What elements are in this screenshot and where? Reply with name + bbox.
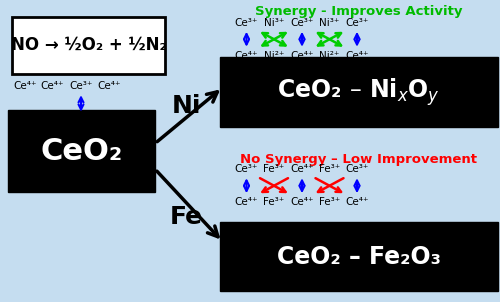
Text: Ce⁴⁺: Ce⁴⁺ xyxy=(69,116,93,126)
Text: No Synergy – Low Improvement: No Synergy – Low Improvement xyxy=(240,153,478,165)
Text: Fe³⁺: Fe³⁺ xyxy=(319,164,340,174)
Text: Ni²⁺: Ni²⁺ xyxy=(320,51,340,61)
FancyBboxPatch shape xyxy=(220,57,497,127)
Text: Ce⁴⁺: Ce⁴⁺ xyxy=(41,116,64,126)
FancyBboxPatch shape xyxy=(220,222,497,291)
Text: Ni: Ni xyxy=(172,94,201,118)
Text: Ni²⁺: Ni²⁺ xyxy=(264,51,284,61)
Text: CeO₂ – Ni$_x$O$_y$: CeO₂ – Ni$_x$O$_y$ xyxy=(278,76,440,108)
Text: Ce³⁺: Ce³⁺ xyxy=(235,18,258,28)
Text: Fe: Fe xyxy=(170,205,203,230)
Text: Ni³⁺: Ni³⁺ xyxy=(320,18,340,28)
Text: Ce³⁺: Ce³⁺ xyxy=(235,164,258,174)
Text: Ce⁴⁺: Ce⁴⁺ xyxy=(290,164,314,174)
Text: Ce⁴⁺: Ce⁴⁺ xyxy=(290,197,314,207)
Text: CeO₂: CeO₂ xyxy=(40,137,122,165)
Text: CeO₂ – Fe₂O₃: CeO₂ – Fe₂O₃ xyxy=(277,245,440,269)
Text: Ce³⁺: Ce³⁺ xyxy=(346,18,368,28)
Text: Ce⁴⁺: Ce⁴⁺ xyxy=(345,197,369,207)
Text: Ce⁴⁺: Ce⁴⁺ xyxy=(235,51,258,61)
Text: Ce⁴⁺: Ce⁴⁺ xyxy=(41,81,64,91)
Text: NO → ½O₂ + ½N₂: NO → ½O₂ + ½N₂ xyxy=(11,36,166,54)
Text: Ce³⁺: Ce³⁺ xyxy=(346,164,368,174)
Text: Fe³⁺: Fe³⁺ xyxy=(264,164,284,174)
Text: Fe³⁺: Fe³⁺ xyxy=(264,197,284,207)
Text: Ce⁴⁺: Ce⁴⁺ xyxy=(13,81,37,91)
Text: Ni³⁺: Ni³⁺ xyxy=(264,18,284,28)
Text: Ce⁴⁺: Ce⁴⁺ xyxy=(345,51,369,61)
FancyBboxPatch shape xyxy=(12,17,165,74)
Text: Fe³⁺: Fe³⁺ xyxy=(319,197,340,207)
Text: Ce⁴⁺: Ce⁴⁺ xyxy=(13,116,37,126)
Text: Ce⁴⁺: Ce⁴⁺ xyxy=(290,51,314,61)
Text: Ce⁴⁺: Ce⁴⁺ xyxy=(235,197,258,207)
Text: Ce³⁺: Ce³⁺ xyxy=(290,18,314,28)
FancyBboxPatch shape xyxy=(8,110,155,192)
Text: Synergy - Improves Activity: Synergy - Improves Activity xyxy=(256,5,463,18)
Text: Ce³⁺: Ce³⁺ xyxy=(70,81,92,91)
Text: Ce⁴⁺: Ce⁴⁺ xyxy=(97,116,121,126)
Text: Ce⁴⁺: Ce⁴⁺ xyxy=(97,81,121,91)
